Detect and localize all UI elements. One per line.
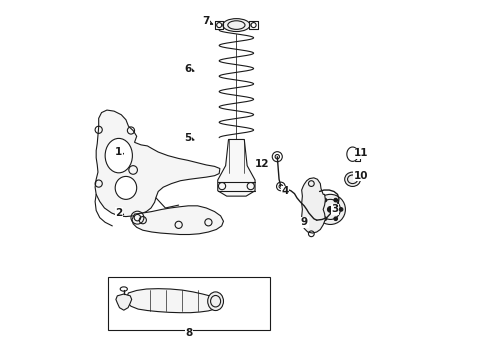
Circle shape — [334, 198, 338, 202]
Text: 1: 1 — [115, 147, 122, 157]
Ellipse shape — [105, 138, 132, 173]
Text: 2: 2 — [115, 208, 122, 218]
Circle shape — [323, 217, 327, 221]
Text: 11: 11 — [354, 148, 368, 158]
Text: 10: 10 — [354, 171, 368, 181]
Text: 5: 5 — [184, 133, 191, 143]
Text: 8: 8 — [185, 328, 193, 338]
Ellipse shape — [208, 292, 223, 311]
Polygon shape — [126, 289, 219, 313]
Text: 6: 6 — [184, 64, 191, 74]
Circle shape — [339, 208, 343, 211]
Text: 7: 7 — [202, 17, 210, 27]
Polygon shape — [132, 206, 223, 234]
Polygon shape — [95, 110, 220, 217]
Circle shape — [315, 194, 345, 225]
Circle shape — [318, 208, 321, 211]
Polygon shape — [218, 139, 255, 196]
Circle shape — [334, 217, 338, 221]
Text: 12: 12 — [255, 159, 270, 169]
Bar — [108, 277, 270, 330]
Text: 3: 3 — [331, 204, 338, 215]
Ellipse shape — [115, 176, 137, 199]
Text: 4: 4 — [281, 186, 289, 197]
Circle shape — [327, 207, 333, 212]
Polygon shape — [116, 294, 132, 310]
Circle shape — [323, 198, 327, 202]
Ellipse shape — [344, 172, 361, 186]
Polygon shape — [302, 178, 325, 233]
Text: 9: 9 — [301, 217, 308, 227]
Ellipse shape — [223, 19, 250, 32]
